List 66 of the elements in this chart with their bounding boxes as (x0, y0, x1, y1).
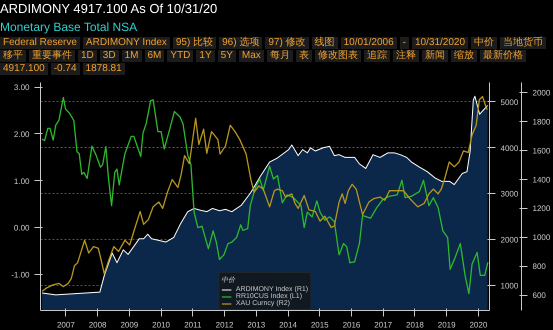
text: 新闻 (422, 50, 448, 62)
x-tick-label: 2017 (374, 320, 393, 330)
y3-tick-label: 800 (532, 262, 546, 272)
text: 3D (100, 50, 119, 62)
x-tick-label: 2019 (438, 320, 456, 330)
x-tick-label: 2008 (88, 320, 108, 330)
y3-tick-label: 600 (532, 291, 546, 300)
y2-tick-label: 3000 (500, 190, 519, 199)
y2-tick-label: 1000 (500, 282, 519, 291)
x-tick-label: 2018 (406, 320, 424, 330)
x-tick-label: 2010 (152, 320, 171, 330)
y3-tick-label: 1200 (532, 204, 551, 214)
y3-tick-label: 1400 (532, 175, 551, 184)
text: 6M (144, 50, 164, 62)
text: -0.74 (50, 62, 80, 75)
y3-tick-label: 1600 (532, 146, 551, 156)
text: 线图 (312, 36, 338, 49)
text: 1M (122, 50, 142, 62)
x-tick-label: 2011 (184, 320, 202, 330)
text: 缩放 (450, 50, 477, 62)
text: ARDIMONY Index (82, 36, 170, 49)
x-tick-label: 2020 (469, 320, 488, 330)
x-tick-label: 2013 (247, 320, 266, 330)
chart-title: ARDIMONY 4917.100 As Of 10/31/20 (0, 0, 218, 18)
text: Federal Reserve (0, 36, 80, 49)
text: - (400, 36, 409, 49)
text: 1Y (196, 50, 215, 62)
text: YTD (167, 50, 194, 62)
text: 注释 (392, 50, 419, 62)
y3-tick-label: 1800 (532, 117, 551, 126)
text: 97) 修改 (265, 36, 309, 49)
x-tick-label: 2009 (120, 320, 139, 330)
text: 95) 比较 (172, 36, 216, 49)
text: 表 (296, 50, 312, 62)
y-tick-label: 0.00 (14, 224, 30, 233)
text: 1D (78, 50, 97, 62)
text: 中价 (471, 36, 498, 49)
y2-tick-label: 4000 (500, 144, 519, 153)
y-tick-label: -1.00 (11, 270, 30, 280)
text: 96) 选项 (219, 36, 262, 49)
x-tick-label: 2007 (56, 320, 76, 330)
text: 当地货币 (500, 36, 546, 49)
x-tick-label: 2016 (342, 320, 361, 330)
x-tick-label: 2014 (279, 320, 298, 330)
y2-tick-label: 2000 (500, 236, 519, 245)
y-tick-label: 1.00 (14, 176, 30, 186)
x-tick-label: 2012 (216, 320, 234, 330)
text: 移平 (0, 50, 26, 62)
text: 修改图表 (314, 50, 361, 62)
text: 每月 (266, 50, 293, 62)
text: 5Y (218, 50, 236, 62)
chart-subtitle: Monetary Base Total NSA (0, 18, 138, 36)
y-tick-label: 3.00 (14, 83, 30, 92)
text: 1878.81 (82, 62, 125, 75)
x-tick-label: 2015 (310, 320, 330, 330)
y3-tick-label: 2000 (532, 88, 551, 98)
text: 最新价格 (480, 50, 526, 62)
y2-tick-label: 5000 (500, 98, 519, 107)
y-tick-label: 2.00 (14, 130, 30, 139)
text: 10/31/2020 (412, 36, 468, 49)
text: 追踪 (364, 50, 390, 62)
text: 4917.100 (0, 62, 48, 75)
text: Max (238, 50, 264, 62)
y3-tick-label: 1000 (532, 233, 551, 242)
text: 10/01/2006 (340, 36, 397, 49)
text: 重要事件 (29, 50, 75, 62)
